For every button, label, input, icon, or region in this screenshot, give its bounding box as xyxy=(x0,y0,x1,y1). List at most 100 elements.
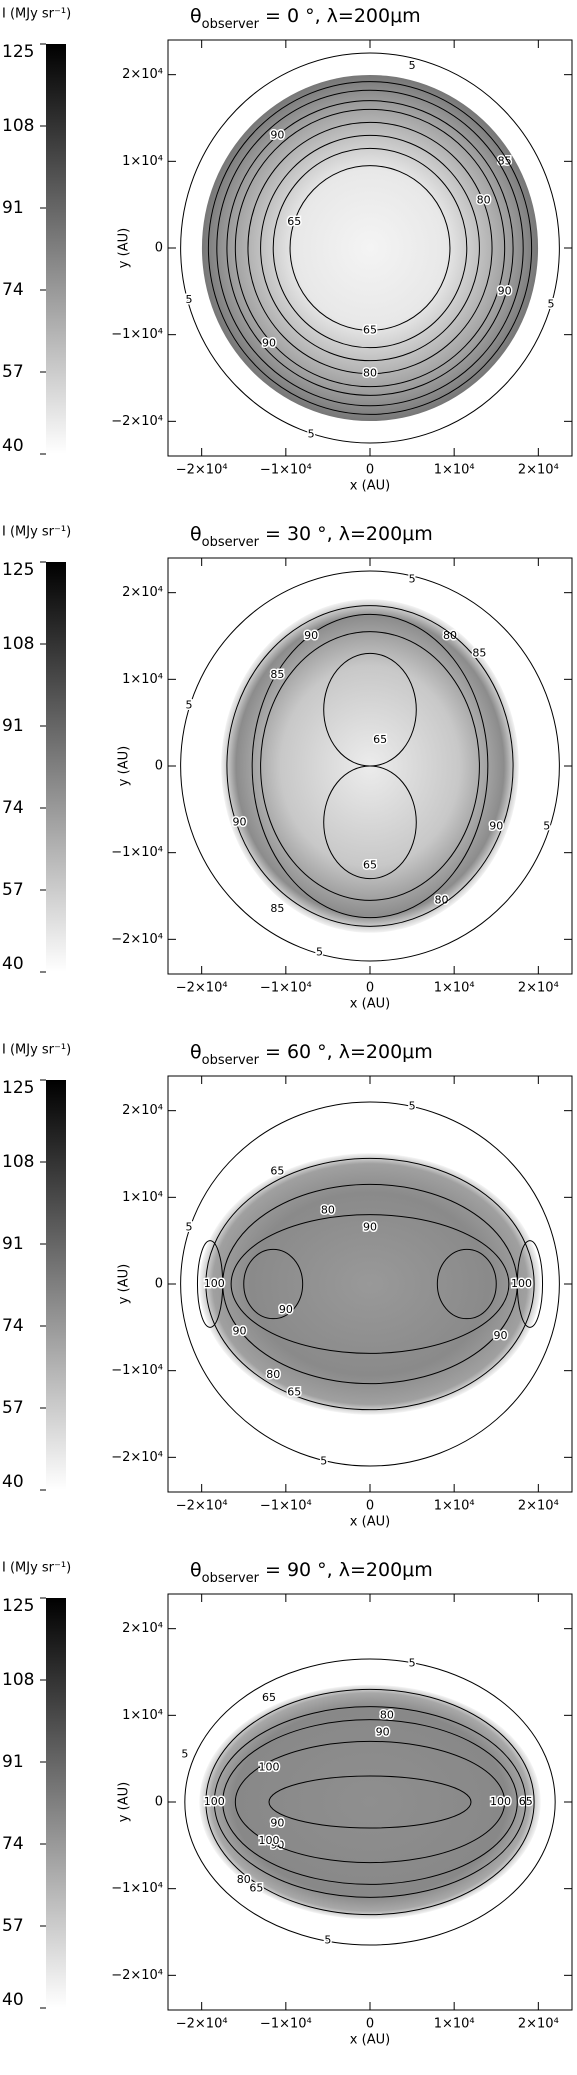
contour-line xyxy=(222,1719,518,1885)
contour-label: 5 xyxy=(308,427,315,440)
x-tick-label: 0 xyxy=(366,463,374,478)
contour-label: 90 xyxy=(489,820,503,833)
contour-label: 65 xyxy=(262,1691,276,1704)
contour-line xyxy=(289,165,451,331)
y-tick-label: −2×10⁴ xyxy=(111,414,163,429)
colorbar-tick-label: 74 xyxy=(2,280,24,300)
contour-line xyxy=(268,1775,472,1829)
colorbar xyxy=(46,1080,66,1490)
colorbar-tick-label: 91 xyxy=(2,198,24,218)
contour-line xyxy=(226,100,514,396)
contour-label: 65 xyxy=(363,323,377,336)
panel-title: θobserver = 30 °, λ=200μm xyxy=(190,523,433,550)
contour-label: 100 xyxy=(204,1277,225,1290)
colorbar xyxy=(46,44,66,454)
x-tick-label: −1×10⁴ xyxy=(260,981,312,996)
contour-line xyxy=(226,605,514,927)
colorbar-tick-label: 40 xyxy=(2,954,24,974)
contour-label: 5 xyxy=(409,1099,416,1112)
title-symbol: θ xyxy=(190,523,202,545)
contour-label: 90 xyxy=(270,128,284,141)
panel: θobserver = 30 °, λ=200μm I (MJy sr⁻¹) 40 5 7… xyxy=(2,523,573,1012)
contour-label: 65 xyxy=(287,215,301,228)
contour-label: 65 xyxy=(270,1164,284,1177)
x-tick-label: −2×10⁴ xyxy=(176,463,228,478)
contour-label: 5 xyxy=(316,945,323,958)
contour-label: 65 xyxy=(373,733,387,746)
contour-label: 90 xyxy=(270,1817,284,1830)
x-tick-label: −2×10⁴ xyxy=(176,981,228,996)
y-tick-label: −2×10⁴ xyxy=(111,1968,163,1983)
x-tick-label: −1×10⁴ xyxy=(260,1499,312,1514)
colorbar-label: I (MJy sr⁻¹) xyxy=(2,525,71,540)
contour-label: 5 xyxy=(409,1656,416,1669)
y-tick-label: 2×10⁴ xyxy=(122,67,163,82)
y-tick-label: 2×10⁴ xyxy=(122,585,163,600)
contour-line xyxy=(180,52,560,444)
contour-line xyxy=(213,1706,527,1898)
contour-label: 5 xyxy=(181,1747,188,1760)
contour-label: 100 xyxy=(259,1834,280,1847)
contour-line xyxy=(247,121,493,375)
contour-label: 90 xyxy=(233,815,247,828)
x-tick-label: 1×10⁴ xyxy=(434,1499,475,1514)
colorbar-tick-label: 91 xyxy=(2,716,24,736)
title-subscript: observer xyxy=(202,535,260,550)
contour-label: 85 xyxy=(270,668,284,681)
contour-line xyxy=(436,1248,497,1320)
contour-label: 85 xyxy=(270,902,284,915)
title-subscript: observer xyxy=(202,1053,260,1068)
contour-label: 85 xyxy=(472,646,486,659)
colorbar-tick-label: 125 xyxy=(2,560,34,580)
contour-line xyxy=(260,631,480,901)
contour-label: 90 xyxy=(233,1325,247,1338)
colorbar-tick-label: 91 xyxy=(2,1234,24,1254)
contour-label: 100 xyxy=(490,1795,511,1808)
contour-label: 5 xyxy=(409,573,416,586)
x-tick-label: 2×10⁴ xyxy=(518,2017,559,2032)
contour-line xyxy=(243,1248,304,1320)
contour-label: 90 xyxy=(376,1726,390,1739)
contour-label: 5 xyxy=(186,293,193,306)
contour-label: 80 xyxy=(321,1203,335,1216)
colorbar-tick-label: 108 xyxy=(2,1670,34,1690)
y-axis-label: y (AU) xyxy=(117,228,132,268)
x-axis-label: x (AU) xyxy=(350,1515,390,1530)
title-text: = 60 °, λ=200μm xyxy=(265,1041,433,1063)
y-tick-label: 0 xyxy=(155,1795,163,1810)
y-tick-label: 2×10⁴ xyxy=(122,1621,163,1636)
colorbar-tick-label: 57 xyxy=(2,362,24,382)
x-tick-label: 0 xyxy=(366,1499,374,1514)
colorbar-tick-label: 125 xyxy=(2,42,34,62)
contour-label: 90 xyxy=(493,1329,507,1342)
colorbar-tick-label: 74 xyxy=(2,798,24,818)
contour-line xyxy=(180,1101,560,1467)
contour-line xyxy=(323,765,417,880)
x-tick-label: 1×10⁴ xyxy=(434,2017,475,2032)
x-tick-label: 1×10⁴ xyxy=(434,463,475,478)
contour-line xyxy=(251,613,489,919)
y-tick-label: 2×10⁴ xyxy=(122,1103,163,1118)
panel-title: θobserver = 90 °, λ=200μm xyxy=(190,1559,433,1586)
contour-label: 5 xyxy=(320,1455,327,1468)
contour-label: 5 xyxy=(324,1934,331,1947)
y-tick-label: −1×10⁴ xyxy=(111,1363,163,1378)
title-symbol: θ xyxy=(190,5,202,27)
intensity-image xyxy=(199,1153,541,1415)
y-axis-label: y (AU) xyxy=(117,1264,132,1304)
title-symbol: θ xyxy=(190,1559,202,1581)
contour-label: 65 xyxy=(363,859,377,872)
intensity-image xyxy=(201,74,539,422)
contour-line xyxy=(205,1157,535,1411)
x-axis-label: x (AU) xyxy=(350,997,390,1012)
x-tick-label: −2×10⁴ xyxy=(176,2017,228,2032)
contour-label: 100 xyxy=(511,1277,532,1290)
contour-label: 5 xyxy=(186,1221,193,1234)
contour-label: 80 xyxy=(443,629,457,642)
x-tick-label: −1×10⁴ xyxy=(260,2017,312,2032)
contour-line xyxy=(216,89,524,407)
contour-label: 90 xyxy=(262,336,276,349)
